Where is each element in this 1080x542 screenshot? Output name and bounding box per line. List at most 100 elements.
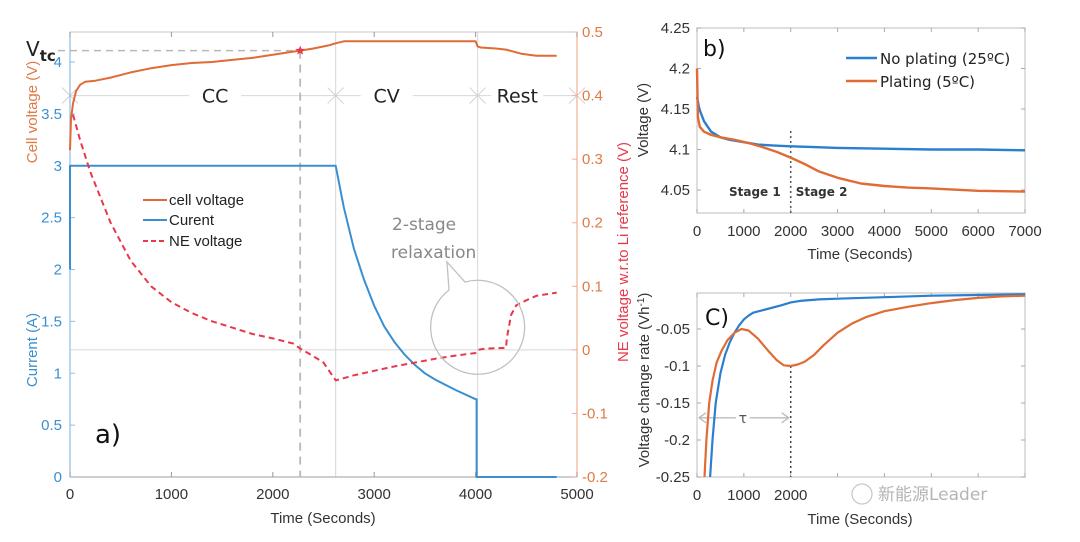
b-xtick-label: 2000 [774, 223, 807, 240]
b-xtick-label: 0 [693, 223, 701, 240]
vtc-sub: tc [40, 47, 56, 65]
a-xtick-label: 0 [66, 486, 74, 503]
tau-arrow-head-right [781, 412, 790, 424]
legend-label-no-plating: No plating (25ºC) [880, 50, 1010, 68]
b-xtick-label: 3000 [821, 223, 854, 240]
phase-label-cc: CC [202, 86, 229, 108]
a-panel-label: a) [95, 420, 121, 450]
a-xtick-label: 3000 [358, 486, 391, 503]
relaxation-callout: 2-stage relaxation [391, 215, 526, 375]
a-legend: cell voltage Curent NE voltage [143, 192, 244, 250]
c-ytick-label: -0.25 [656, 469, 690, 486]
phase-marker-x [469, 87, 486, 104]
legend-label-cell-voltage: cell voltage [169, 192, 244, 209]
stage-2-label: Stage 2 [796, 185, 848, 199]
vtc-label: Vtc [26, 37, 56, 65]
b-ticks: 0 1000 2000 3000 4000 5000 6000 7000 4.05 4.1 4.15… [661, 20, 1042, 240]
b-ylabel: Voltage (V) [635, 83, 652, 157]
a-ytick-left-label: 2 [54, 262, 62, 279]
series-plating [695, 68, 1026, 193]
legend-label-plating: Plating (5ºC) [880, 73, 975, 91]
series-curent [69, 164, 557, 478]
b-xtick-label: 1000 [727, 223, 760, 240]
a-series [69, 40, 557, 478]
c-ytick-label: -0.2 [664, 432, 690, 449]
a-ytick-right-label: 0.2 [582, 215, 603, 232]
b-legend: No plating (25ºC) Plating (5ºC) [846, 50, 1010, 91]
a-ytick-left-label: 0.5 [41, 417, 62, 434]
c-ylabel-sup: -1 [636, 297, 647, 306]
a-ytick-right-label: 0.1 [582, 278, 603, 295]
b-annotations: Stage 1 Stage 2 [729, 131, 847, 213]
series-c-no-plating [709, 293, 1025, 477]
stage-1-label: Stage 1 [729, 185, 781, 199]
a-xtick-label: 5000 [560, 486, 593, 503]
a-ylabel-current: Current (A) [24, 313, 41, 387]
a-ylabel-cell-voltage: Cell voltage (V) [24, 61, 41, 164]
a-xlabel: Time (Seconds) [270, 510, 375, 527]
b-plot-frame [696, 27, 1026, 214]
phase-label-bg [491, 83, 544, 108]
a-ytick-left-label: 4 [54, 54, 62, 71]
a-ytick-left-label: 3 [54, 158, 62, 175]
c-xlabel: Time (Seconds) [807, 511, 912, 528]
legend-label-current: Curent [169, 212, 215, 229]
b-series [695, 68, 1026, 193]
a-ytick-left-label: 1 [54, 365, 62, 382]
c-xtick-label: 0 [693, 487, 701, 504]
c-ticks: 0 1000 2000 -0.25 -0.2 -0.15 -0.1 -0.05 [656, 293, 1026, 504]
a-ytick-left-label: 2.5 [41, 210, 62, 227]
c-plot-frame [696, 292, 1026, 478]
b-xtick-label: 5000 [915, 223, 948, 240]
panel-a: CC CV Rest 0 1000 2000 3000 4000 5000 0 0.5 1 1.5 2 2… [24, 24, 632, 527]
series-ne-voltage [72, 114, 557, 382]
series-no-plating [695, 96, 1026, 152]
vtc-v: V [26, 37, 40, 61]
b-xlabel: Time (Seconds) [807, 246, 912, 263]
tau-label-bg [735, 409, 750, 424]
a-ytick-left-label: 3.5 [41, 106, 62, 123]
panel-b: 0 1000 2000 3000 4000 5000 6000 7000 4.05 4.1 4.15… [635, 20, 1042, 263]
c-ytick-label: -0.15 [656, 395, 690, 412]
a-xtick-label: 4000 [459, 486, 492, 503]
b-ytick-label: 4.2 [669, 61, 690, 78]
c-panel-label: C) [705, 306, 729, 331]
tau-label: τ [739, 411, 747, 427]
a-grid: CC CV Rest [61, 32, 586, 477]
b-ytick-label: 4.25 [661, 20, 690, 37]
b-ytick-label: 4.05 [661, 182, 690, 199]
b-panel-label: b) [703, 37, 726, 62]
phase-marker-x [327, 87, 345, 104]
callout-text-2: relaxation [391, 243, 476, 263]
a-ylabel-ne-voltage: NE voltage w.r.to Li reference (V) [615, 142, 632, 362]
c-ylabel-main: Voltage change rate (Vh [636, 306, 653, 467]
a-ytick-right-label: 0 [582, 342, 590, 359]
callout-text-1: 2-stage [392, 215, 456, 235]
callout-bubble [430, 260, 526, 375]
c-xtick-label: 1000 [727, 487, 760, 504]
c-ylabel-end: ) [636, 293, 653, 298]
c-ytick-label: -0.1 [664, 358, 690, 375]
a-ytick-right-label: -0.1 [582, 405, 608, 422]
a-ytick-left-label: 1.5 [41, 313, 62, 330]
a-ytick-right-label: 0.3 [582, 151, 603, 168]
panel-c: 0 1000 2000 -0.25 -0.2 -0.15 -0.1 -0.05 τ C) Ti… [636, 292, 1026, 528]
c-series [703, 293, 1025, 477]
a-xtick-label: 2000 [256, 486, 289, 503]
a-ytick-right-label: -0.2 [582, 469, 608, 486]
c-ylabel: Voltage change rate (Vh-1) [636, 293, 653, 468]
a-ytick-left-label: 0 [54, 469, 62, 486]
b-ytick-label: 4.1 [669, 142, 690, 159]
a-annotations [58, 49, 302, 477]
b-ytick-label: 4.15 [661, 101, 690, 118]
tau-arrow-head-left [697, 412, 707, 424]
b-xtick-label: 6000 [961, 223, 994, 240]
b-xtick-label: 4000 [868, 223, 901, 240]
legend-label-ne-voltage: NE voltage [169, 233, 242, 250]
c-xtick-label: 2000 [774, 487, 807, 504]
watermark: 新能源Leader [851, 483, 987, 505]
phase-label-bg [189, 83, 242, 108]
b-xtick-label: 7000 [1008, 223, 1041, 240]
a-xtick-label: 1000 [155, 486, 188, 503]
